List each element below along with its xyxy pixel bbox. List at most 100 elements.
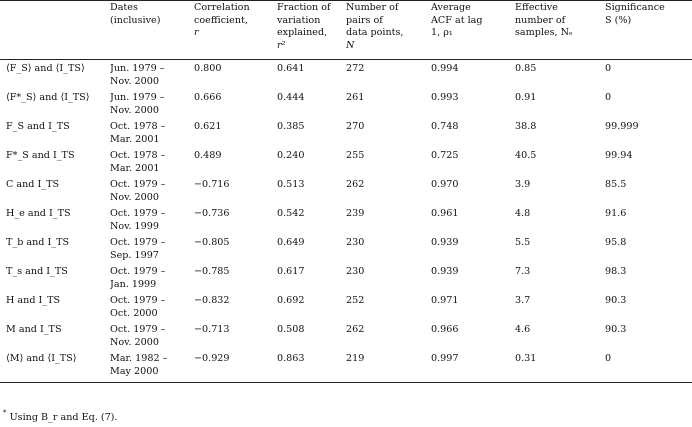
correlation-value: −0.929 (194, 353, 277, 383)
date-line: Oct. 2000 (110, 307, 158, 319)
date-line: Jun. 1979 – (110, 92, 165, 103)
date-line: Nov. 2000 (110, 104, 159, 116)
header-dates: Dates (inclusive) (110, 2, 161, 26)
date-line: Oct. 1979 – (110, 324, 166, 335)
pair-label: ⟨F*_S⟩ and ⟨I_TS⟩ (6, 92, 90, 103)
significance-value: 91.6 (605, 208, 627, 219)
fraction-value: 0.240 (277, 150, 305, 161)
correlation-value: −0.805 (194, 237, 230, 248)
header-significance: Significance S (%) (605, 2, 665, 26)
significance-value: 0 (605, 59, 692, 92)
fraction-value: 0.863 (277, 353, 346, 383)
date-line: Nov. 2000 (110, 75, 159, 87)
header-acf: Average ACF at lag 1, ρ₁ (431, 2, 483, 38)
fraction-value: 0.692 (277, 295, 305, 306)
significance-value: 95.8 (605, 237, 627, 248)
significance-value: 90.3 (605, 295, 627, 306)
effective-samples-value: 4.6 (515, 324, 531, 335)
significance-value: 99.999 (605, 121, 639, 132)
dates: Jun. 1979 – Nov. 2000 (110, 92, 194, 121)
acf-value: 0.961 (431, 208, 459, 219)
table-row: ⟨M⟩ and ⟨I_TS⟩ Mar. 1982 – May 2000 −0.929 0… (0, 353, 692, 383)
table-row: H and I_TS Oct. 1979 – Oct. 2000 −0.832 0.69… (0, 295, 692, 324)
dates: Jun. 1979 – Nov. 2000 (110, 59, 194, 92)
significance-value: 0 (605, 92, 612, 103)
date-line: Mar. 2001 (110, 162, 160, 174)
correlation-value: 0.489 (194, 150, 222, 161)
pair-label: F_S and I_TS (6, 121, 70, 132)
correlation-value: −0.785 (194, 266, 230, 277)
acf-value: 0.966 (431, 324, 459, 335)
table-row: M and I_TS Oct. 1979 – Nov. 2000 −0.713 0.50… (0, 324, 692, 353)
date-line: Oct. 1979 – (110, 237, 166, 248)
pairs-value: 261 (346, 92, 365, 103)
acf-value: 0.748 (431, 121, 459, 132)
pair-label: M and I_TS (6, 324, 62, 335)
date-line: Jun. 1979 – (110, 63, 165, 74)
table-row: F*_S and I_TS Oct. 1978 – Mar. 2001 0.489 0.… (0, 150, 692, 179)
table-row: ⟨F*_S⟩ and ⟨I_TS⟩ Jun. 1979 – Nov. 2000 0.6… (0, 92, 692, 121)
dates: Oct. 1979 – Nov. 1999 (110, 208, 194, 237)
fraction-value: 0.649 (277, 237, 305, 248)
acf-value: 0.970 (431, 179, 459, 190)
date-line: Oct. 1979 – (110, 179, 166, 190)
correlation-value: 0.800 (194, 59, 277, 92)
date-line: Oct. 1979 – (110, 266, 166, 277)
acf-value: 0.993 (431, 92, 459, 103)
correlation-value: −0.716 (194, 179, 230, 190)
date-line: Mar. 1982 – (110, 353, 168, 364)
table-footnote: * Using B_r and Eq. (7). (3, 409, 118, 424)
correlation-value: 0.621 (194, 121, 222, 132)
acf-value: 0.971 (431, 295, 459, 306)
date-line: May 2000 (110, 365, 159, 377)
dates: Oct. 1979 – Jan. 1999 (110, 266, 194, 295)
pairs-value: 230 (346, 266, 365, 277)
acf-value: 0.997 (431, 353, 515, 383)
effective-samples-value: 0.85 (515, 59, 605, 92)
acf-value: 0.994 (431, 59, 515, 92)
dates: Oct. 1979 – Nov. 2000 (110, 324, 194, 353)
pairs-value: 255 (346, 150, 365, 161)
effective-samples-value: 7.3 (515, 266, 531, 277)
pairs-value: 270 (346, 121, 365, 132)
fraction-value: 0.542 (277, 208, 305, 219)
correlation-value: 0.666 (194, 92, 222, 103)
effective-samples-value: 3.7 (515, 295, 531, 306)
fraction-value: 0.641 (277, 59, 346, 92)
correlation-value: −0.832 (194, 295, 230, 306)
pairs-value: 272 (346, 59, 431, 92)
pair-label: ⟨F_S⟩ and ⟨I_TS⟩ (0, 59, 110, 92)
footnote-text: Using B_r and Eq. (7). (9, 412, 118, 424)
correlation-statistics-table: Dates (inclusive) Correlation coefficient,… (0, 0, 692, 383)
fraction-value: 0.508 (277, 324, 305, 335)
header-pair (0, 1, 110, 60)
fraction-value: 0.385 (277, 121, 305, 132)
pairs-value: 219 (346, 353, 431, 383)
pair-label: ⟨M⟩ and ⟨I_TS⟩ (0, 353, 110, 383)
pair-label: T_b and I_TS (6, 237, 70, 248)
acf-value: 0.939 (431, 266, 459, 277)
pair-label: F*_S and I_TS (6, 150, 75, 161)
footnote-mark: * (3, 409, 7, 417)
effective-samples-value: 0.31 (515, 353, 605, 383)
table-header-row: Dates (inclusive) Correlation coefficient,… (0, 0, 692, 60)
date-line: Sep. 1997 (110, 249, 159, 261)
dates: Oct. 1979 – Nov. 2000 (110, 179, 194, 208)
date-line: Nov. 2000 (110, 336, 159, 348)
header-pairs: Number of pairs of data points, N (346, 2, 404, 51)
pairs-value: 239 (346, 208, 365, 219)
table-row: T_s and I_TS Oct. 1979 – Jan. 1999 −0.785 0.… (0, 266, 692, 295)
pairs-value: 252 (346, 295, 365, 306)
correlation-value: −0.736 (194, 208, 230, 219)
effective-samples-value: 4.8 (515, 208, 531, 219)
significance-value: 90.3 (605, 324, 627, 335)
effective-samples-value: 3.9 (515, 179, 531, 190)
significance-value: 0 (605, 353, 692, 383)
table-row: H_e and I_TS Oct. 1979 – Nov. 1999 −0.736 0.… (0, 208, 692, 237)
date-line: Oct. 1979 – (110, 208, 166, 219)
date-line: Oct. 1979 – (110, 295, 166, 306)
pairs-value: 262 (346, 324, 365, 335)
dates: Oct. 1979 – Oct. 2000 (110, 295, 194, 324)
significance-value: 85.5 (605, 179, 627, 190)
pair-label: H_e and I_TS (6, 208, 71, 219)
